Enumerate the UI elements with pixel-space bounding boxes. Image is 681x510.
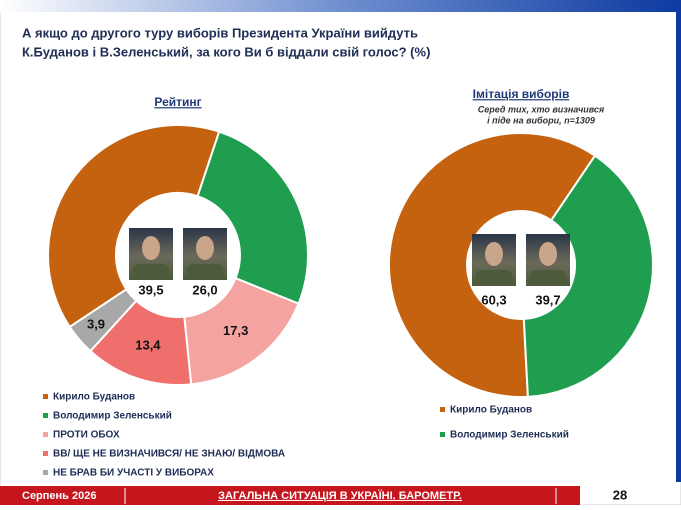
- value-label: 39,5: [138, 282, 163, 297]
- value-label: 13,4: [135, 338, 161, 353]
- legend-label: ВВ/ ЩЕ НЕ ВИЗНАЧИВСЯ/ НЕ ЗНАЮ/ ВІДМОВА: [53, 449, 285, 460]
- photo-face: [142, 236, 160, 260]
- donut-segment: [388, 132, 597, 398]
- donut-hole: [117, 194, 239, 316]
- side-bar: [676, 12, 681, 482]
- legend-label: Володимир Зеленський: [450, 430, 569, 441]
- donut-segment: [522, 154, 654, 398]
- legend-marker: [43, 432, 48, 437]
- photo-body: [530, 270, 566, 286]
- value-label: 17,3: [223, 323, 248, 338]
- legend-label: Володимир Зеленський: [53, 411, 172, 422]
- chart-title: Рейтинг: [154, 95, 201, 109]
- slide-title: К.Буданов і В.Зеленський, за кого Ви б в…: [22, 44, 430, 59]
- legend-marker: [43, 413, 48, 418]
- value-label: 3,9: [87, 317, 105, 332]
- photo-body: [133, 264, 169, 280]
- legend-label: НЕ БРАВ БИ УЧАСТІ У ВИБОРАХ: [53, 468, 214, 479]
- photo-body: [476, 270, 512, 286]
- photo-face: [539, 242, 557, 266]
- legend-marker: [440, 407, 445, 412]
- slide-title: А якщо до другого туру виборів Президент…: [22, 25, 418, 40]
- value-label: 60,3: [481, 292, 506, 307]
- legend-label: Кирило Буданов: [53, 392, 135, 403]
- legend-marker: [440, 432, 445, 437]
- page-number: 28: [613, 487, 627, 502]
- legend-marker: [43, 451, 48, 456]
- footer-date: Серпень 2026: [22, 490, 96, 502]
- top-bar: [0, 0, 681, 12]
- legend-label: Кирило Буданов: [450, 405, 532, 416]
- legend-marker: [43, 394, 48, 399]
- legend-label: ПРОТИ ОБОХ: [53, 430, 120, 441]
- chart-subtitle: Серед тих, хто визначився: [478, 104, 605, 114]
- value-label: 26,0: [192, 282, 217, 297]
- photo-face: [485, 242, 503, 266]
- footer-bar: [0, 486, 580, 505]
- donut-segment: [47, 124, 221, 329]
- photo-body: [187, 264, 223, 280]
- donut-segment: [196, 130, 309, 305]
- chart-title: Імітація виборів: [473, 87, 570, 101]
- photo-face: [196, 236, 214, 260]
- legend-marker: [43, 470, 48, 475]
- donut-segment: [68, 287, 138, 353]
- value-label: 39,7: [535, 292, 560, 307]
- footer-section: ЗАГАЛЬНА СИТУАЦІЯ В УКРАЇНІ. БАРОМЕТР.: [218, 489, 462, 502]
- chart-subtitle: і піде на вибори, n=1309: [487, 115, 595, 125]
